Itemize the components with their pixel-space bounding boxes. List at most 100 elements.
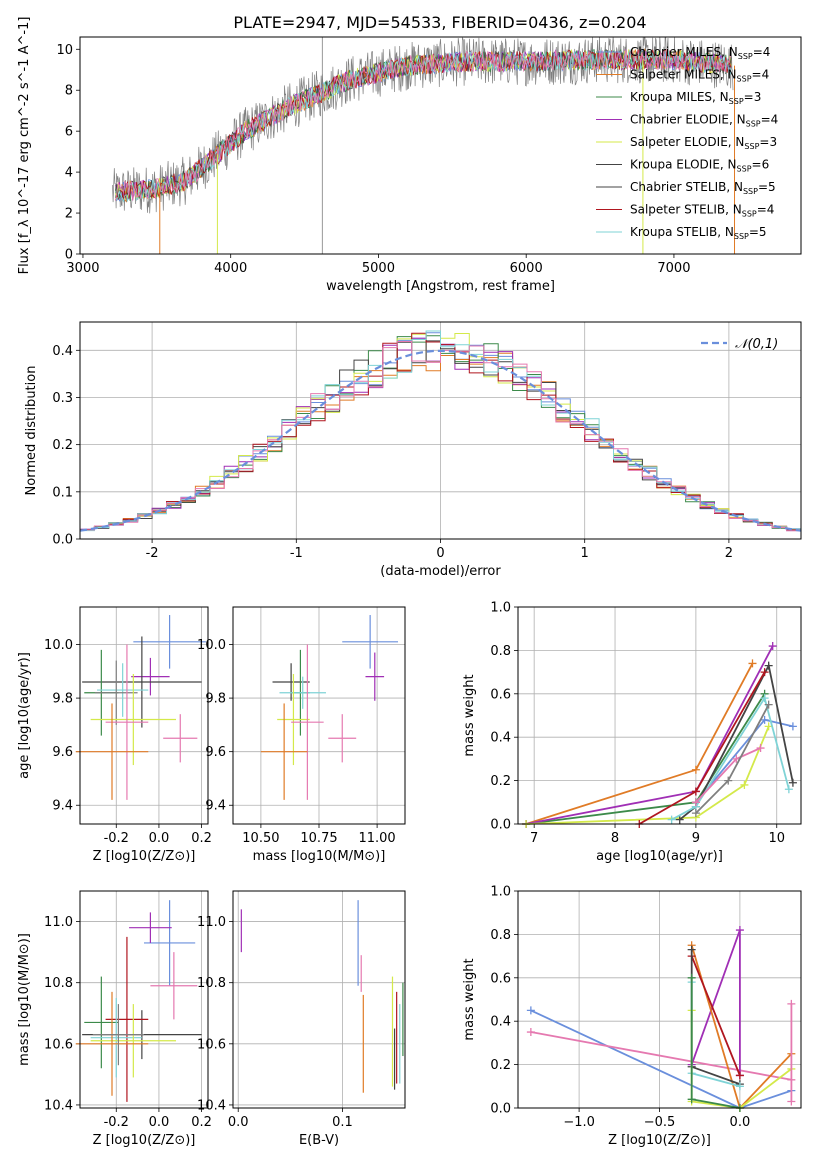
legend-label: Chabrier ELODIE, NSSP=4 [630,113,778,129]
x-tick-label: 0.0 [228,1115,249,1130]
x-axis-label: E(B-V) [299,1133,339,1148]
y-tick-label: 0.6 [490,971,511,986]
x-axis-label: wavelength [Angstrom, rest frame] [326,279,555,294]
y-tick-label: 10 [56,43,73,58]
y-axis-label: Flux [f_λ 10^-17 erg cm^-2 s^-1 A^-1] [17,17,32,275]
model-spectrum-line [115,49,732,201]
mass-weight-marker [760,694,769,703]
x-axis-label: (data-model)/error [380,564,501,579]
x-tick-label: 6000 [510,261,543,276]
mass-weight-marker [748,659,757,668]
x-axis-label: Z [log10(Z/Z⊙)] [93,1133,196,1148]
y-tick-label: 0.2 [490,1058,511,1073]
legend-label: Salpeter MILES, NSSP=4 [630,68,769,84]
mass-weight-marker [667,815,676,824]
y-tick-label: 0.0 [490,1102,511,1117]
y-tick-label: 10.4 [44,1098,73,1113]
mass-weight-line [690,955,741,1076]
y-tick-label: 0.4 [52,344,73,359]
y-tick-label: 9.4 [52,799,73,814]
x-axis-label: age [log10(age/yr)] [596,849,723,864]
mass-weight-marker [687,1095,696,1104]
axes-frame [517,606,802,825]
x-tick-label: 10.75 [300,831,337,846]
age-vs-mass-panel: 10.50 10.75 11.00 9.4 9.6 9.8 10.0 mass [log10(… [197,606,406,864]
y-axis-label: mass weight [462,958,477,1040]
y-axis-label: mass weight [462,674,477,756]
x-axis-label: Z [log10(Z/Z⊙)] [93,849,196,864]
massweight-vs-age-panel: 7 8 9 10 0.0 0.2 0.4 0.6 0.8 1.0 age [log10(age/yr… [462,601,802,864]
legend-label: Kroupa ELODIE, NSSP=6 [630,158,769,174]
x-tick-label: 10.50 [242,831,279,846]
mass-weight-marker [691,787,700,796]
mass-weight-marker [760,668,769,677]
y-tick-label: 1.0 [490,885,511,900]
mass-weight-line [671,695,790,821]
x-tick-label: 5000 [362,261,395,276]
axes-frame [232,890,406,1109]
legend-label: Chabrier STELIB, NSSP=5 [630,180,776,196]
y-tick-label: 0.8 [490,928,511,943]
massweight-vs-metallicity-panel: −1.0 −0.5 0.0 0.0 0.2 0.4 0.6 0.8 1.0 Z [log10(Z/… [462,885,802,1148]
mass-weight-line [525,693,766,825]
residual-histogram-panel: -2 -1 0 1 2 0.0 0.1 0.2 0.3 0.4 (data-model)/error… [24,321,802,579]
x-tick-label: 0.0 [730,1115,751,1130]
mass-weight-marker [756,744,765,753]
x-tick-label: -0.2 [104,831,129,846]
x-tick-label: 9 [692,831,700,846]
x-tick-label: 4000 [214,261,247,276]
y-tick-label: 9.6 [52,745,73,760]
mass-weight-marker [526,1028,535,1037]
x-tick-label: 8 [611,831,619,846]
mass-weight-marker [735,926,744,935]
data-spectrum-line [112,37,734,214]
mass-weight-marker [787,999,796,1008]
x-tick-label: -0.2 [104,1115,129,1130]
x-tick-label: 0.0 [149,831,170,846]
x-tick-label: 0.2 [191,831,212,846]
mass-weight-marker [764,661,773,670]
mass-weight-line [526,726,770,825]
x-tick-label: 0.2 [191,1115,212,1130]
mass-weight-marker [687,945,696,954]
y-tick-label: 0.0 [52,533,73,548]
x-tick-label: 0 [436,546,444,561]
mass-weight-marker [788,778,797,787]
y-tick-label: 0.2 [52,438,73,453]
y-tick-label: 1.0 [490,601,511,616]
mass-weight-marker [768,642,777,651]
x-tick-label: 3000 [66,261,99,276]
x-tick-label: −0.5 [644,1115,676,1130]
y-tick-label: 4 [65,166,73,181]
y-tick-label: 11.0 [44,915,73,930]
x-tick-label: -1 [290,546,303,561]
axes-frame [79,36,802,255]
axes-frame [79,321,802,540]
x-axis-label: mass [log10(M/M⊙)] [253,849,386,864]
y-tick-label: 0.0 [490,818,511,833]
axes-frame [517,890,802,1109]
y-axis-label: age [log10(age/yr)] [17,652,32,779]
mass-weight-marker [788,722,797,731]
legend-label: 𝒩(0,1) [735,337,778,352]
y-tick-label: 0.1 [52,485,73,500]
x-tick-label: 1 [581,546,589,561]
y-tick-label: 0.4 [490,1015,511,1030]
x-tick-label: 7 [530,831,538,846]
axes-frame [232,606,406,825]
normal-curve [79,349,802,532]
y-tick-label: 6 [65,125,73,140]
y-tick-label: 2 [65,207,73,222]
mass-weight-marker [784,785,793,794]
y-tick-label: 0.3 [52,391,73,406]
axes-frame [79,606,209,825]
x-tick-label: 7000 [657,261,690,276]
mass-weight-marker [687,973,696,982]
mass-weight-marker [691,809,700,818]
mass-weight-marker [787,1097,796,1106]
histogram-step-line [80,352,801,531]
y-tick-label: 9.4 [205,799,226,814]
legend-label: Chabrier MILES, NSSP=4 [630,45,770,61]
y-tick-label: 0.2 [490,774,511,789]
